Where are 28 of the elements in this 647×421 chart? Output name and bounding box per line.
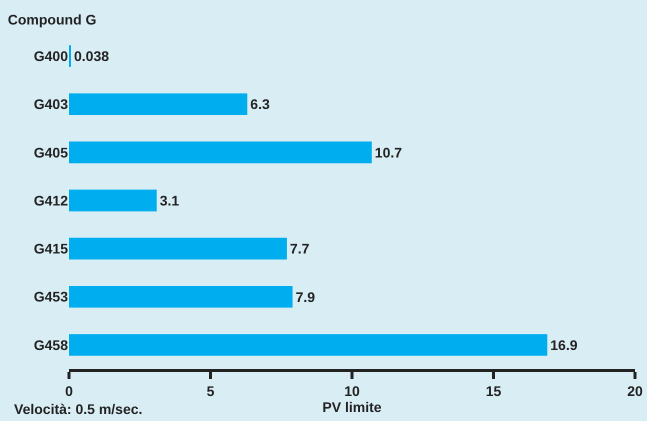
chart-title: Compound G [8,12,97,28]
y-tick-label: G415 [34,240,68,257]
data-label: 3.1 [160,192,180,208]
data-label: 6.3 [250,96,270,112]
y-tick-label: G412 [34,192,68,208]
y-tick-label: G405 [34,144,68,160]
y-tick-label: G458 [34,336,68,353]
y-tick-label: G400 [34,48,68,64]
bar [69,190,157,212]
bar [69,93,248,116]
y-tick-label: G453 [34,288,68,305]
y-tick-label: G403 [34,96,68,112]
x-axis-title: PV limite [322,398,382,415]
data-label: 7.9 [296,288,316,305]
bar [69,334,548,356]
x-tick-label: 5 [206,382,215,399]
x-tick-label: 10 [344,382,360,399]
data-label: 7.7 [290,240,310,257]
text: Velocità: 0.5 m/sec. [14,401,142,417]
bar [69,142,372,164]
x-tick-label: 0 [65,382,74,399]
bar [69,238,287,260]
bar [69,286,293,308]
data-label: 10.7 [374,144,402,160]
data-label: 0.038 [74,48,110,64]
x-tick-label: 15 [486,382,502,399]
data-label: 16.9 [550,336,578,353]
x-tick-label: 20 [627,382,643,399]
